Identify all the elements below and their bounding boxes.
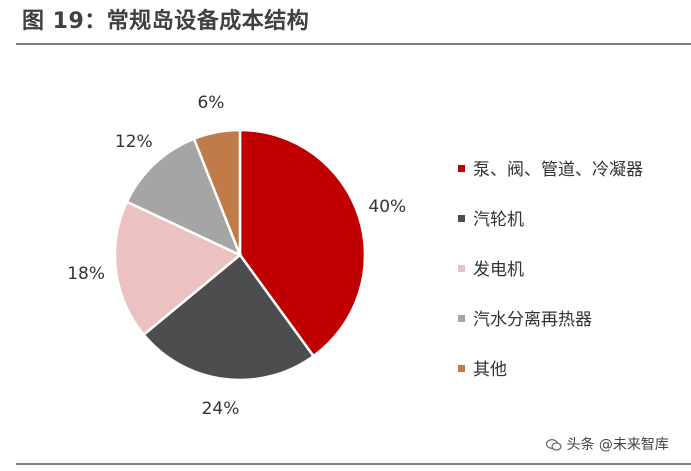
slice-label-4: 12% bbox=[114, 132, 153, 152]
legend-item-3: 发电机 bbox=[458, 252, 643, 302]
legend-label-4: 汽水分离再热器 bbox=[473, 310, 592, 330]
legend-item-1: 泵、阀、管道、冷凝器 bbox=[458, 152, 643, 202]
footer-divider bbox=[16, 463, 691, 465]
legend-label-5: 其他 bbox=[473, 360, 507, 380]
legend-swatch-4 bbox=[458, 314, 465, 322]
legend-label-2: 汽轮机 bbox=[473, 210, 524, 230]
legend-label-1: 泵、阀、管道、冷凝器 bbox=[473, 160, 643, 180]
slice-label-2: 24% bbox=[201, 398, 240, 419]
legend-item-2: 汽轮机 bbox=[458, 202, 643, 252]
legend-item-5: 其他 bbox=[458, 352, 643, 402]
legend-swatch-1 bbox=[458, 164, 465, 172]
pie-slice-3 bbox=[113, 200, 243, 337]
watermark: 头条 @未来智库 bbox=[546, 434, 669, 454]
legend-swatch-3 bbox=[458, 264, 465, 272]
slice-label-1: 40% bbox=[368, 197, 407, 218]
legend-item-4: 汽水分离再热器 bbox=[458, 302, 643, 352]
legend-swatch-2 bbox=[458, 214, 465, 222]
legend: 泵、阀、管道、冷凝器 汽轮机发电机汽水分离再热器 其他 bbox=[458, 152, 643, 402]
title-divider bbox=[16, 43, 691, 45]
slice-label-5: 6% bbox=[197, 92, 225, 113]
pie-slice-5 bbox=[192, 128, 242, 256]
pie-slice-4 bbox=[125, 137, 243, 258]
legend-label-3: 发电机 bbox=[473, 260, 524, 280]
slice-label-3: 18% bbox=[67, 264, 106, 285]
chart-title: 图 19：常规岛设备成本结构 bbox=[22, 9, 310, 34]
watermark-text: 头条 @未来智库 bbox=[566, 437, 669, 453]
legend-swatch-5 bbox=[458, 364, 465, 372]
wechat-icon bbox=[546, 439, 562, 451]
pie-slice-1 bbox=[238, 128, 367, 358]
pie-slice-2 bbox=[141, 253, 316, 382]
